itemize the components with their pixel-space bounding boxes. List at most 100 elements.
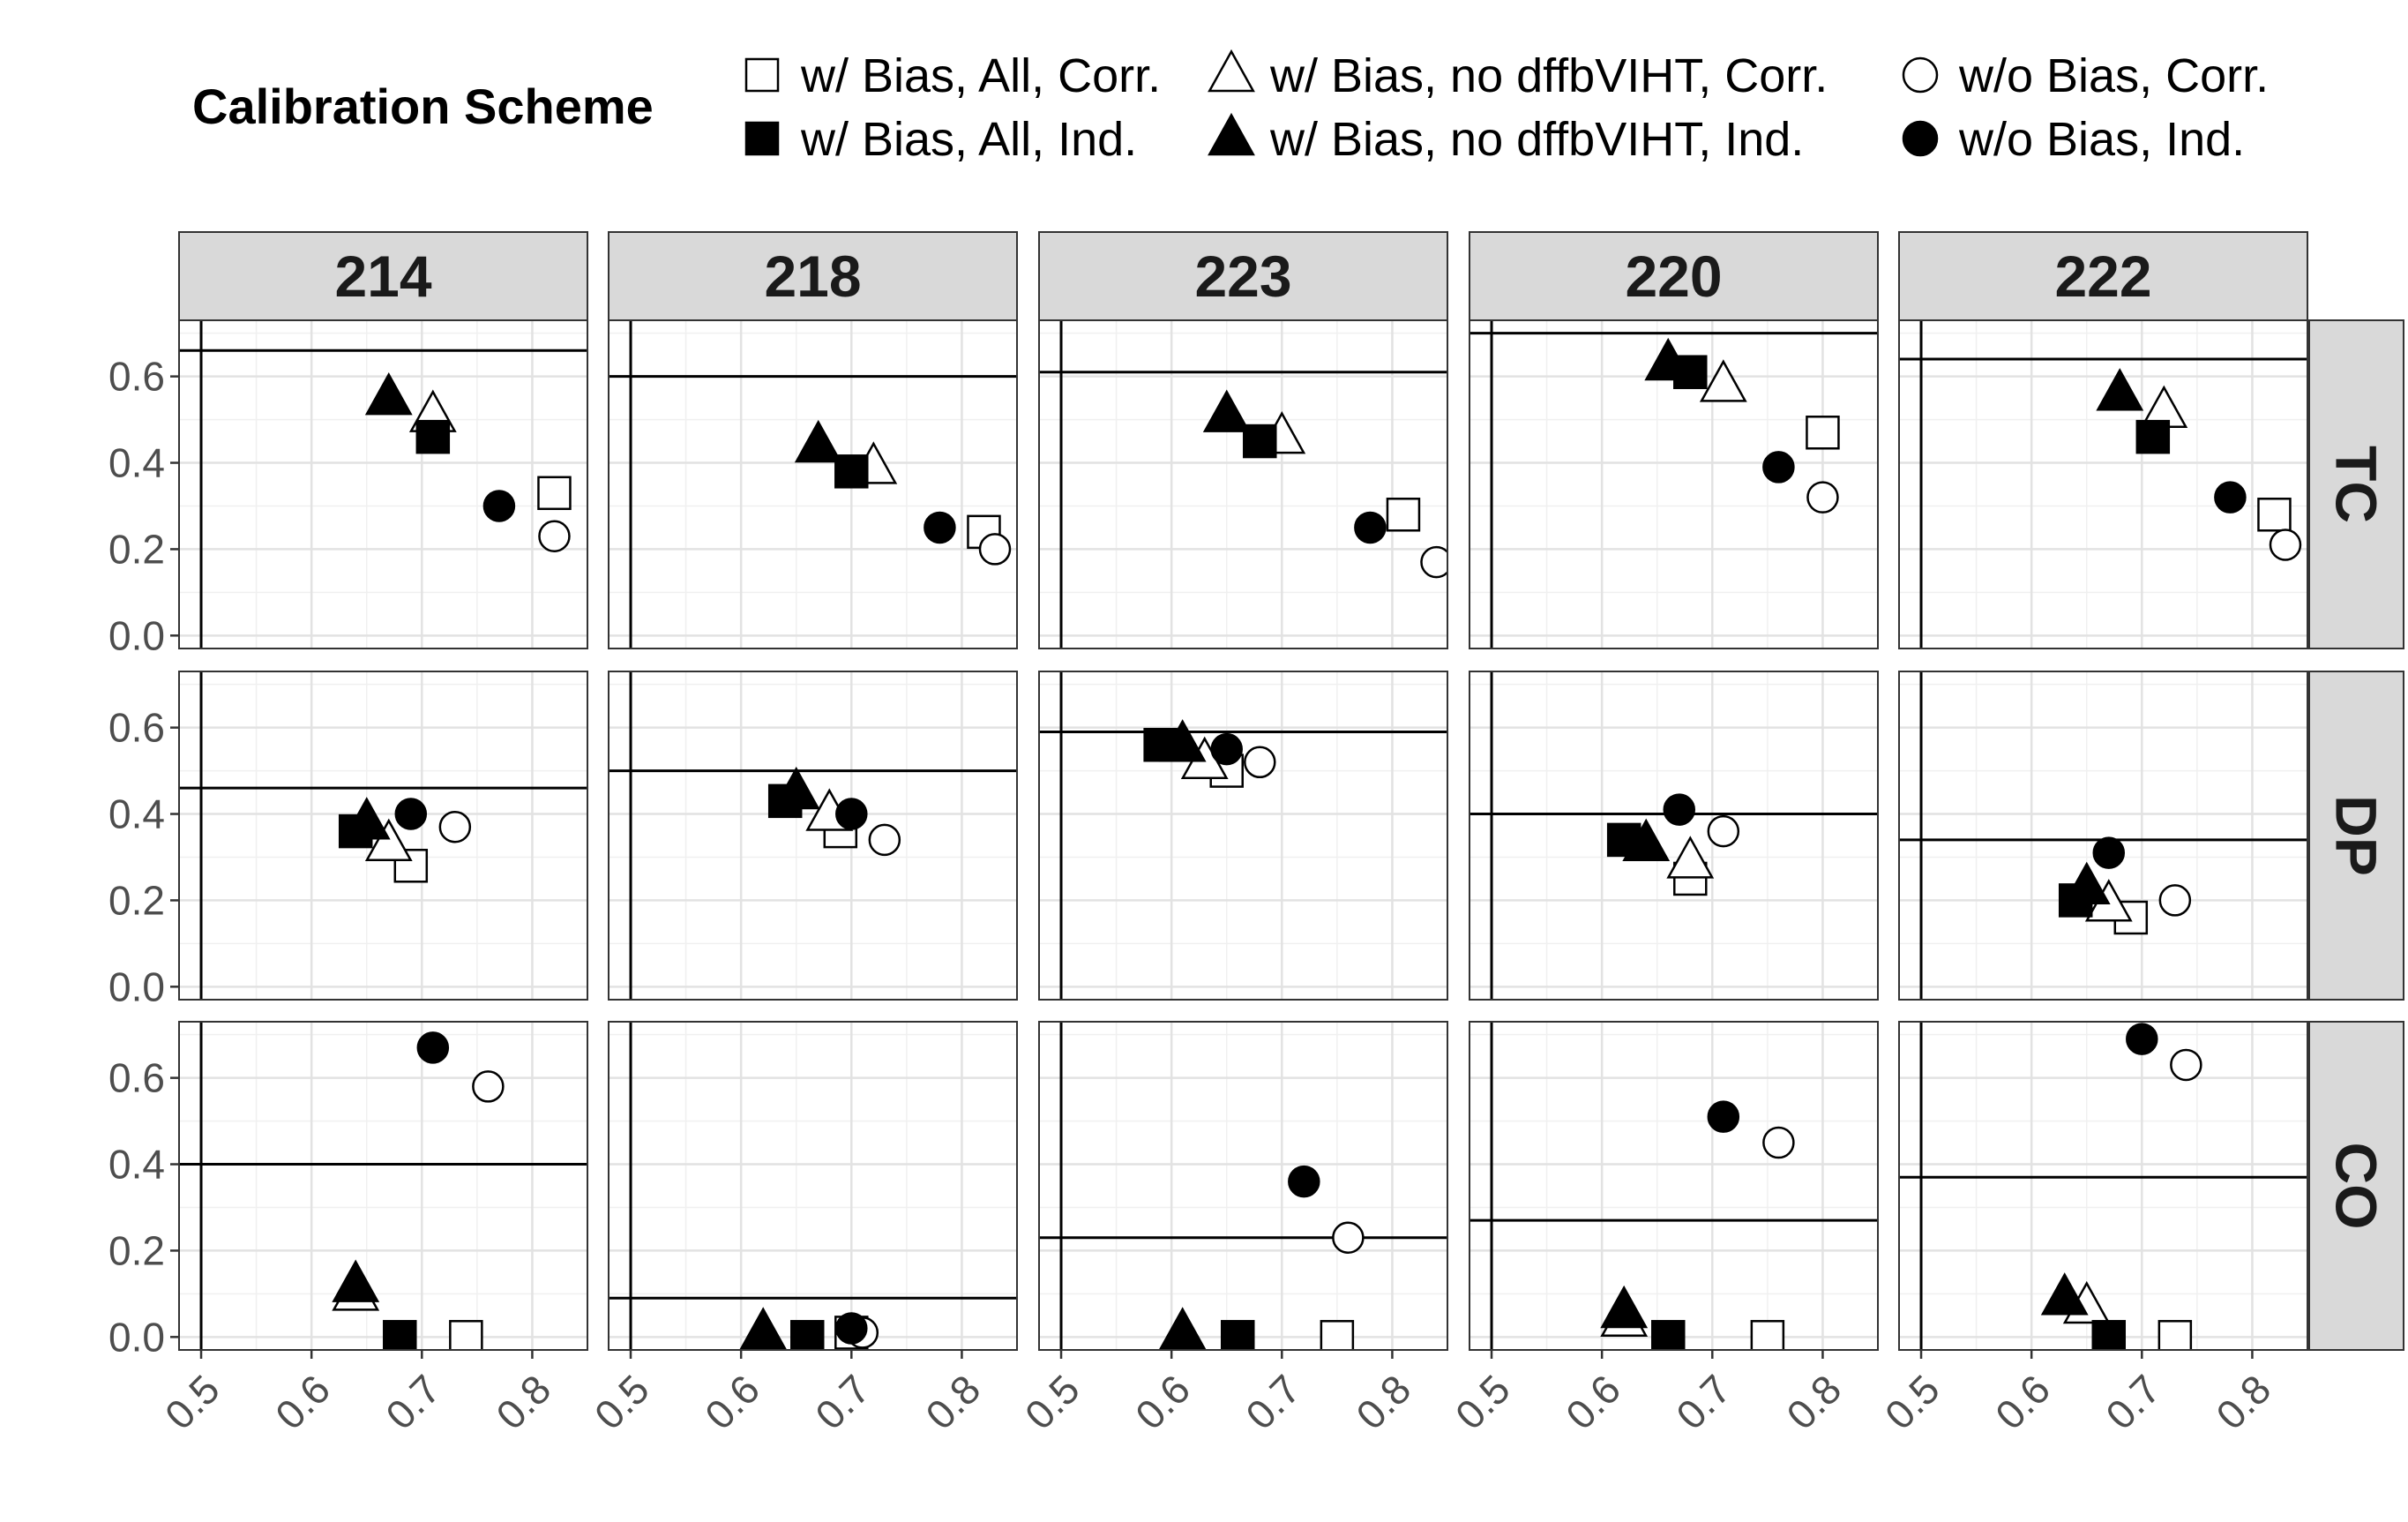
data-point-bias_nodff_ind bbox=[1158, 719, 1207, 762]
data-point-nobias_ind bbox=[1354, 511, 1387, 544]
panel-220-DP bbox=[1469, 671, 1879, 1001]
legend-label-bias_nodff_ind: w/ Bias, no dffbVIHT, Ind. bbox=[1269, 113, 1804, 166]
data-point-nobias_ind bbox=[1707, 1100, 1740, 1133]
data-point-bias_all_ind bbox=[1650, 1320, 1686, 1350]
data-point-nobias_ind bbox=[394, 798, 428, 830]
data-point-bias_all_corr bbox=[537, 476, 572, 511]
column-strip-220: 220 bbox=[1469, 231, 1879, 321]
y-tick-label: 0.0 bbox=[108, 612, 165, 658]
data-point-nobias_ind bbox=[1663, 793, 1696, 826]
x-tick-label: 0.5 bbox=[586, 1366, 658, 1438]
data-point-bias_nodff_corr bbox=[364, 818, 413, 862]
y-tick-label: 0.2 bbox=[108, 526, 165, 572]
data-point-bias_nodff_ind bbox=[772, 766, 820, 810]
data-point-nobias_corr bbox=[1332, 1221, 1365, 1254]
x-tick-label: 0.7 bbox=[806, 1366, 879, 1438]
data-point-bias_all_ind bbox=[415, 419, 451, 454]
y-tick-label: 0.6 bbox=[108, 1055, 165, 1101]
data-point-bias_nodff_ind bbox=[2062, 861, 2111, 904]
data-point-nobias_ind bbox=[2214, 481, 2247, 514]
y-tick-label: 0.0 bbox=[108, 1314, 165, 1360]
data-point-nobias_corr bbox=[978, 533, 1012, 566]
data-point-bias_all_ind bbox=[789, 1320, 825, 1350]
data-point-bias_nodff_ind bbox=[2040, 1272, 2089, 1316]
legend-title: Calibration Scheme bbox=[192, 79, 654, 134]
data-point-nobias_ind bbox=[1762, 451, 1795, 484]
column-strip-label: 218 bbox=[764, 244, 861, 309]
data-point-bias_all_corr bbox=[2257, 498, 2292, 532]
data-point-bias_nodff_ind bbox=[739, 1307, 788, 1350]
data-point-bias_all_corr bbox=[1750, 1320, 1785, 1350]
x-tick-label: 0.6 bbox=[696, 1366, 768, 1438]
data-point-nobias_ind bbox=[2126, 1023, 2158, 1055]
panel-214-CO bbox=[178, 1021, 588, 1351]
x-tick-label: 0.5 bbox=[1016, 1366, 1088, 1438]
y-tick-label: 0.4 bbox=[108, 791, 165, 837]
x-tick-label: 0.6 bbox=[1557, 1366, 1629, 1438]
data-point-bias_all_ind bbox=[1220, 1320, 1255, 1350]
y-tick-label: 0.6 bbox=[108, 705, 165, 751]
data-point-nobias_ind bbox=[482, 490, 516, 522]
legend: Calibration Scheme w/ Bias, All, Corr. w/… bbox=[192, 49, 2269, 166]
data-point-bias_all_corr bbox=[1320, 1320, 1355, 1350]
x-tick-label: 0.5 bbox=[156, 1366, 228, 1438]
data-point-nobias_corr bbox=[438, 810, 472, 843]
x-tick-label: 0.8 bbox=[2207, 1366, 2279, 1438]
facet-grid: 214 218 223 220 222 TC DP CO 0.0 0.2 0.4 0.6 0.0 0.2 0… bbox=[108, 231, 2404, 1438]
data-point-bias_nodff_ind bbox=[1202, 389, 1251, 432]
row-strip-label: DP bbox=[2324, 795, 2389, 876]
data-point-bias_nodff_ind bbox=[794, 419, 842, 463]
panel-218-DP bbox=[608, 671, 1018, 1001]
column-strip-222: 222 bbox=[1898, 231, 2308, 321]
data-point-nobias_corr bbox=[2158, 884, 2192, 917]
panel-220-TC bbox=[1469, 319, 1879, 649]
panel-214-DP bbox=[178, 671, 588, 1001]
data-point-nobias_corr bbox=[1806, 481, 1839, 514]
data-point-nobias_corr bbox=[2269, 529, 2302, 561]
legend-label-bias_nodff_corr: w/ Bias, no dffbVIHT, Corr. bbox=[1269, 49, 1828, 102]
legend-label-bias_all_ind: w/ Bias, All, Ind. bbox=[800, 113, 1137, 166]
row-strip-DP: DP bbox=[2308, 671, 2404, 1001]
data-point-nobias_corr bbox=[1244, 746, 1276, 779]
legend-label-nobias_ind: w/o Bias, Ind. bbox=[1958, 113, 2245, 166]
x-tick-label: 0.8 bbox=[916, 1366, 989, 1438]
data-point-bias_nodff_ind bbox=[1600, 1285, 1649, 1329]
data-point-bias_all_ind bbox=[1243, 424, 1277, 459]
row-strip-label: CO bbox=[2324, 1143, 2389, 1230]
legend-marker-bias_all_ind bbox=[744, 121, 780, 156]
panel-218-TC bbox=[608, 319, 1018, 649]
x-tick-label: 0.7 bbox=[1237, 1366, 1309, 1438]
legend-marker-bias_nodff_corr bbox=[1208, 49, 1255, 93]
x-tick-label: 0.8 bbox=[1777, 1366, 1850, 1438]
data-point-bias_all_ind bbox=[834, 454, 869, 489]
legend-label-nobias_corr: w/o Bias, Corr. bbox=[1958, 49, 2269, 102]
data-point-nobias_corr bbox=[868, 823, 901, 857]
column-strip-218: 218 bbox=[608, 231, 1018, 321]
data-point-bias_nodff_corr bbox=[1666, 836, 1715, 879]
data-point-nobias_ind bbox=[1210, 732, 1243, 766]
x-tick-label: 0.5 bbox=[1876, 1366, 1948, 1438]
data-point-bias_all_corr bbox=[1806, 416, 1840, 450]
x-tick-label: 0.7 bbox=[1667, 1366, 1739, 1438]
data-point-nobias_ind bbox=[835, 1312, 868, 1345]
x-tick-label: 0.6 bbox=[266, 1366, 339, 1438]
y-tick-label: 0.2 bbox=[108, 877, 165, 923]
x-tick-label: 0.6 bbox=[1126, 1366, 1199, 1438]
data-point-bias_all_corr bbox=[1386, 498, 1421, 532]
data-point-bias_nodff_ind bbox=[364, 371, 413, 416]
data-point-nobias_ind bbox=[835, 798, 868, 830]
data-point-bias_nodff_ind bbox=[332, 1259, 380, 1302]
data-point-nobias_ind bbox=[2092, 836, 2126, 869]
column-strip-label: 220 bbox=[1625, 244, 1722, 309]
legend-label-bias_all_corr: w/ Bias, All, Corr. bbox=[800, 49, 1161, 102]
data-point-bias_nodff_ind bbox=[342, 797, 391, 840]
x-tick-label: 0.7 bbox=[377, 1366, 449, 1438]
data-point-bias_nodff_ind bbox=[1622, 818, 1671, 862]
x-tick-label: 0.5 bbox=[1447, 1366, 1519, 1438]
data-point-nobias_ind bbox=[1288, 1165, 1320, 1198]
data-point-bias_all_ind bbox=[2135, 419, 2171, 454]
data-point-nobias_corr bbox=[472, 1070, 505, 1103]
panel-222-TC bbox=[1898, 319, 2308, 649]
data-point-nobias_corr bbox=[2170, 1048, 2202, 1082]
